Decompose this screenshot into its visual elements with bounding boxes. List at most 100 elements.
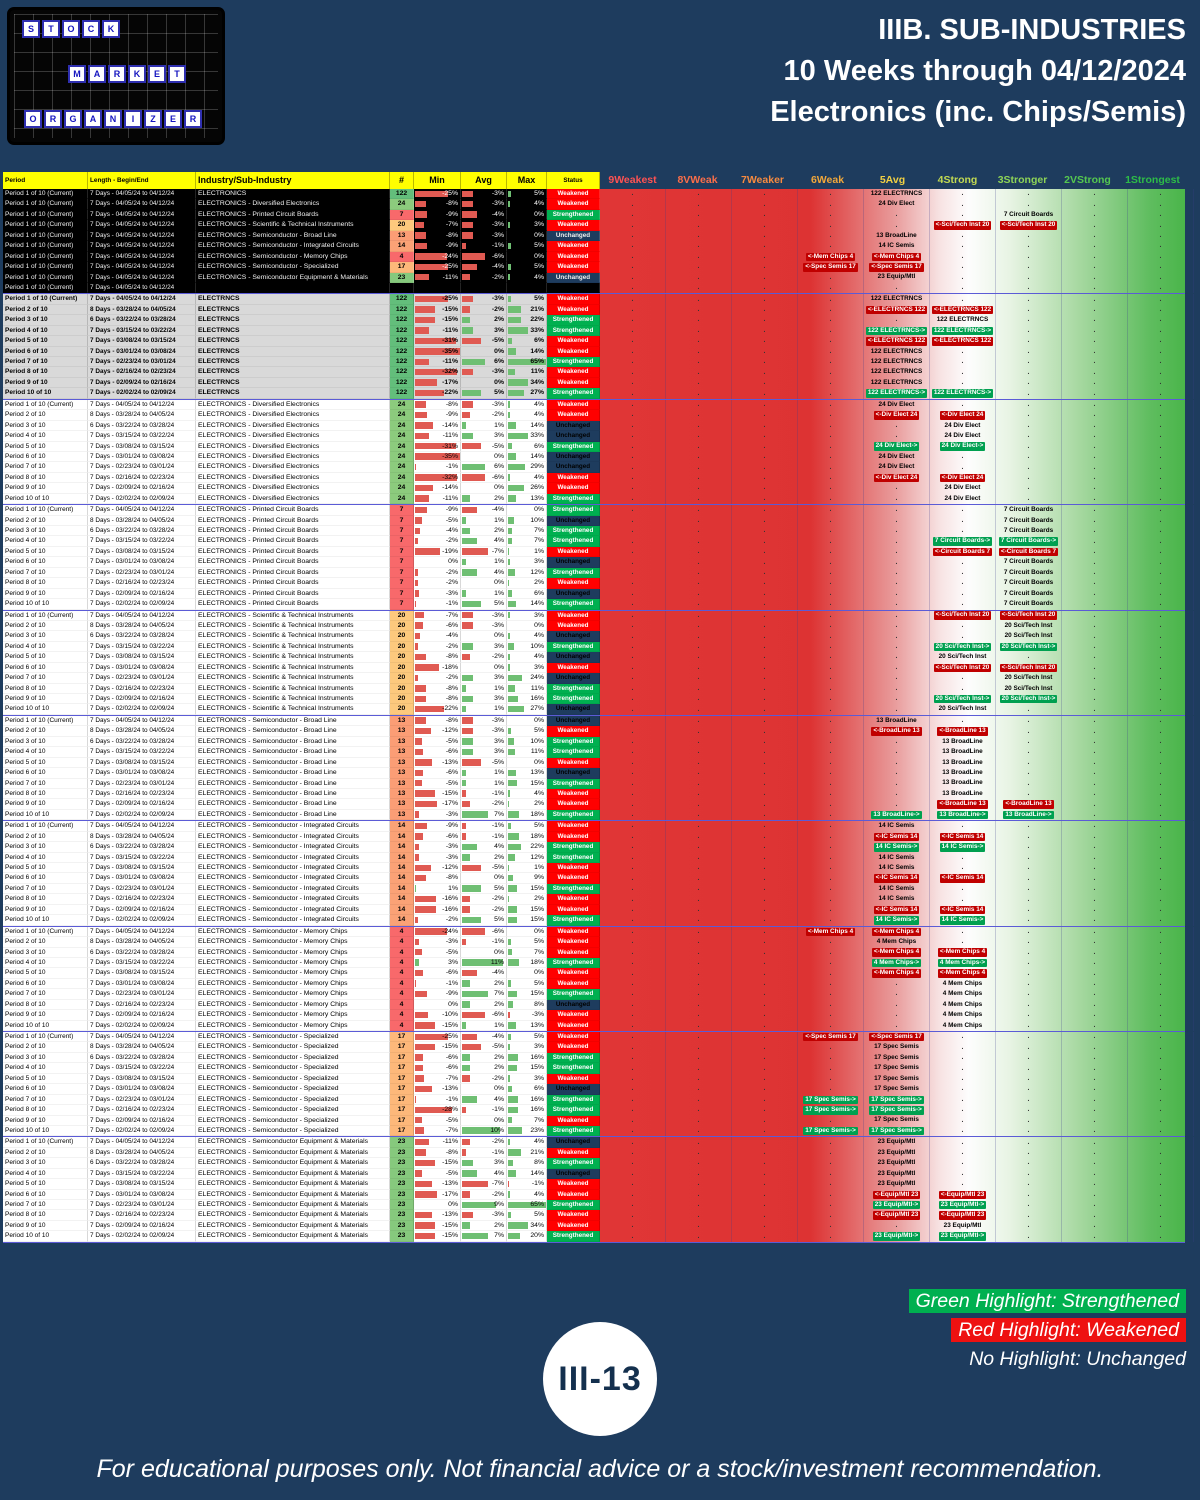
strength-strip: ..... 24 Div Elect... bbox=[600, 431, 1194, 442]
strength-cell: . bbox=[732, 199, 798, 210]
data-bar bbox=[508, 800, 510, 808]
strength-cell: . bbox=[930, 557, 996, 568]
empty-cell-dot: . bbox=[895, 506, 898, 514]
row-left-columns: Period 9 of 10 7 Days - 02/09/24 to 02/16… bbox=[3, 377, 600, 389]
empty-cell-dot: . bbox=[1093, 864, 1096, 872]
cell-min: -8% bbox=[414, 652, 461, 663]
empty-cell-dot: . bbox=[1159, 295, 1162, 303]
empty-cell-dot: . bbox=[763, 737, 766, 745]
cell-period: Period 3 of 10 bbox=[3, 526, 88, 537]
empty-cell-dot: . bbox=[763, 1064, 766, 1072]
cell-status: Weakened bbox=[547, 978, 600, 990]
value-text: 18% bbox=[530, 810, 544, 818]
empty-cell-dot: . bbox=[763, 717, 766, 725]
cell-max: 3% bbox=[507, 220, 547, 231]
strength-cell: . bbox=[864, 989, 930, 1000]
strength-cell: . bbox=[996, 999, 1062, 1011]
empty-cell-dot: . bbox=[763, 1149, 766, 1157]
data-bar bbox=[462, 327, 474, 334]
strength-cell: . bbox=[1062, 599, 1128, 610]
strength-cell: . bbox=[600, 1105, 666, 1116]
cell-status: Weakened bbox=[547, 546, 600, 558]
empty-cell-dot: . bbox=[1159, 779, 1162, 787]
cell-avg: -1% bbox=[461, 831, 507, 843]
cell-industry: ELECTRONICS - Semiconductor Equipment & … bbox=[196, 272, 390, 283]
value-text: -15% bbox=[442, 1221, 458, 1229]
value-text: 4% bbox=[534, 1138, 544, 1146]
cell-avg: 5% bbox=[461, 388, 507, 399]
strength-cell: . bbox=[996, 441, 1062, 452]
value-text: 11% bbox=[490, 958, 504, 966]
table-row: Period 10 of 10 7 Days - 02/02/24 to 02/0… bbox=[3, 704, 1194, 715]
strength-strip: .... 17 Spec Semis.... bbox=[600, 1042, 1194, 1053]
cell-industry: ELECTRONICS - Semiconductor - Memory Chi… bbox=[196, 1010, 390, 1021]
strength-cell: . bbox=[666, 431, 732, 442]
strength-mark: 13 BroadLine bbox=[942, 748, 983, 756]
strength-cell: . bbox=[732, 999, 798, 1011]
page-number-badge: III-13 bbox=[543, 1322, 657, 1436]
strength-cell: . bbox=[666, 915, 732, 926]
strength-mark: 17 Spec Semis bbox=[874, 1043, 919, 1051]
strength-cell: . bbox=[666, 788, 732, 800]
cell-max: 23% bbox=[507, 1125, 547, 1137]
cell-period: Period 6 of 10 bbox=[3, 978, 88, 990]
empty-cell-dot: . bbox=[829, 653, 832, 661]
strength-cell: . bbox=[996, 410, 1062, 421]
value-text: 16% bbox=[530, 1053, 544, 1061]
cell-industry: ELECTRONICS - Semiconductor - Integrated… bbox=[196, 241, 390, 252]
cell-length: 7 Days - 03/15/24 to 03/22/24 bbox=[88, 747, 196, 758]
cell-count: 13 bbox=[390, 809, 414, 821]
value-text: -2% bbox=[491, 800, 504, 808]
data-bar bbox=[462, 1149, 466, 1156]
empty-cell-dot: . bbox=[1159, 874, 1162, 882]
strength-cell: . bbox=[996, 1179, 1062, 1190]
table-row: Period 5 of 10 7 Days - 03/08/24 to 03/15… bbox=[3, 968, 1194, 979]
cell-avg: 3% bbox=[461, 1158, 507, 1169]
strength-cell: 24 Div Elect bbox=[864, 462, 930, 473]
empty-cell-dot: . bbox=[697, 643, 700, 651]
strength-cell: <-Sci/Tech Inst 20 bbox=[930, 662, 996, 674]
strength-cell: . bbox=[864, 578, 930, 589]
cell-avg: 1% bbox=[461, 704, 507, 715]
empty-cell-dot: . bbox=[697, 959, 700, 967]
empty-cell-dot: . bbox=[631, 1222, 634, 1230]
value-text: 0% bbox=[494, 1116, 504, 1124]
strength-cell: . bbox=[1062, 1105, 1128, 1116]
cell-length: 8 Days - 03/28/24 to 04/05/24 bbox=[88, 937, 196, 948]
strength-mark: 122 ELECTRNCS bbox=[870, 347, 923, 355]
strength-strip: ......7 Circuit Boards.. bbox=[600, 505, 1194, 516]
logo-letter-tile: G bbox=[64, 110, 82, 128]
empty-cell-dot: . bbox=[763, 959, 766, 967]
strength-mark: 23 Equip/Mtl-> bbox=[872, 1232, 921, 1241]
empty-cell-dot: . bbox=[895, 653, 898, 661]
empty-cell-dot: . bbox=[1159, 790, 1162, 798]
cell-period: Period 8 of 10 bbox=[3, 578, 88, 589]
cell-min: -1% bbox=[414, 462, 461, 473]
strength-cell: . bbox=[600, 673, 666, 684]
strength-cell: . bbox=[732, 1220, 798, 1232]
data-bar bbox=[415, 306, 435, 313]
empty-cell-dot: . bbox=[763, 537, 766, 545]
strength-mark: 23 Equip/Mtl bbox=[877, 1138, 916, 1146]
strength-cell: . bbox=[600, 1084, 666, 1095]
value-text: -1% bbox=[445, 463, 458, 471]
value-text: -3% bbox=[445, 589, 458, 597]
row-left-columns: Period 5 of 10 7 Days - 03/08/24 to 03/15… bbox=[3, 546, 600, 558]
title-line-2: 10 Weeks through 04/12/2024 bbox=[783, 55, 1186, 87]
empty-cell-dot: . bbox=[697, 843, 700, 851]
data-bar bbox=[462, 274, 470, 281]
empty-cell-dot: . bbox=[1159, 1064, 1162, 1072]
cell-min: -2% bbox=[414, 915, 461, 926]
strength-cell: . bbox=[732, 768, 798, 779]
strength-cell: . bbox=[1062, 367, 1128, 378]
strength-cell: . bbox=[732, 1137, 798, 1148]
table-row: Period 9 of 10 7 Days - 02/09/24 to 02/16… bbox=[3, 1220, 1194, 1232]
cell-count: 17 bbox=[390, 1084, 414, 1095]
row-left-columns: Period 1 of 10 (Current) 7 Days - 04/05/2… bbox=[3, 251, 600, 263]
table-row: Period 2 of 10 8 Days - 03/28/24 to 04/05… bbox=[3, 620, 1194, 632]
empty-cell-dot: . bbox=[631, 1138, 634, 1146]
cell-industry: ELECTRNCS bbox=[196, 377, 390, 389]
logo-letter-tile: T bbox=[42, 20, 60, 38]
strength-cell: . bbox=[732, 546, 798, 558]
cell-count: 4 bbox=[390, 968, 414, 979]
